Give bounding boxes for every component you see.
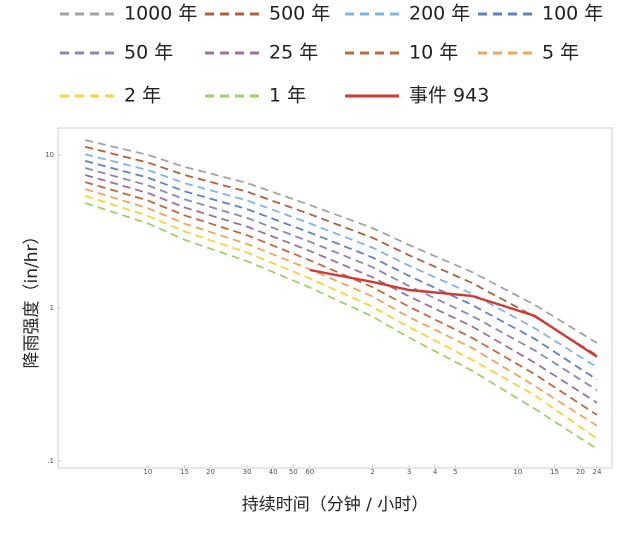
series-line [84, 181, 598, 416]
x-axis-label: 持续时间（分钟 / 小时） [242, 495, 429, 515]
series-line [309, 268, 598, 358]
x-tick-label: 15 [180, 468, 189, 476]
legend-label: 10 年 [409, 42, 458, 64]
series-line [84, 167, 598, 391]
x-tick-label: 4 [433, 468, 438, 476]
y-tick-label: 1 [50, 304, 54, 312]
x-tick-label: 2 [370, 468, 374, 476]
x-tick-label: 50 [289, 468, 298, 476]
legend-label: 100 年 [542, 3, 603, 25]
legend-label: 2 年 [124, 85, 161, 107]
x-tick-label: 20 [206, 468, 215, 476]
y-tick-label: 10 [45, 151, 54, 159]
series-line [84, 188, 598, 427]
legend-label: 200 年 [409, 3, 470, 25]
legend-label: 500 年 [269, 3, 330, 25]
x-tick-label: 30 [243, 468, 252, 476]
y-axis-label: 降雨强度（in/hr） [22, 228, 42, 369]
legend-label: 1 年 [269, 85, 306, 107]
legend-label: 事件 943 [409, 85, 489, 107]
x-tick-label: 5 [453, 468, 457, 476]
series-line [84, 174, 598, 404]
x-tick-label: 15 [550, 468, 559, 476]
series-line [84, 153, 598, 368]
x-tick-label: 10 [143, 468, 152, 476]
legend-label: 50 年 [124, 42, 173, 64]
legend-label: 1000 年 [124, 3, 197, 25]
series-line [84, 145, 598, 357]
x-tick-label: 60 [305, 468, 314, 476]
legend-label: 25 年 [269, 42, 318, 64]
x-tick-label: 3 [407, 468, 411, 476]
legend-label: 5 年 [542, 42, 579, 64]
plot-frame [57, 127, 613, 469]
x-tick-label: 20 [576, 468, 585, 476]
y-tick-label: .1 [47, 457, 54, 465]
x-tick-label: 24 [593, 468, 602, 476]
series-line [84, 160, 598, 381]
series-line [84, 202, 598, 450]
series-line [84, 139, 598, 344]
x-tick-label: 40 [269, 468, 278, 476]
x-tick-label: 10 [513, 468, 522, 476]
series-line [84, 195, 598, 440]
